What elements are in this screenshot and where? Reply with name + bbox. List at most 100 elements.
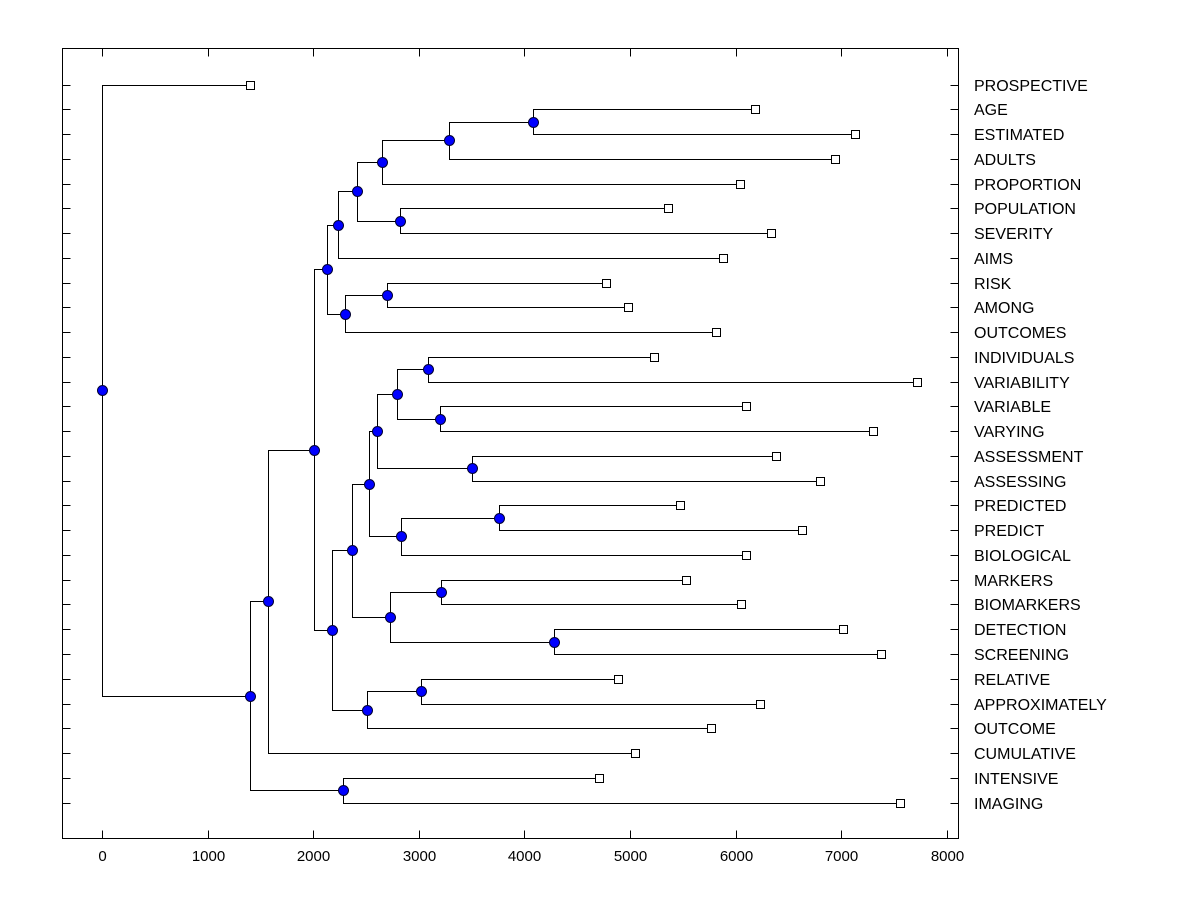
merge-node-n_outcomes: [340, 309, 351, 320]
branch-n_outcome: [367, 691, 711, 729]
branch-n_2415: [357, 162, 400, 222]
x-axis-tick-labels: 0 1000 2000 3000 4000 5000 6000 7000 8000: [98, 848, 964, 865]
leaf-marker-predicted: [676, 501, 685, 510]
leaf-label-outcomes: OUTCOMES: [974, 325, 1066, 342]
branch-n_risk_among: [387, 283, 628, 308]
leaf-label-prospective: PROSPECTIVE: [974, 78, 1088, 95]
merge-node-n_assess: [467, 463, 478, 474]
leaf-marker-intensive: [595, 774, 604, 783]
x-tick-label: 5000: [614, 848, 647, 865]
x-tick-label: 7000: [825, 848, 858, 865]
leaf-marker-predict: [798, 526, 807, 535]
merge-node-n_pop_sev: [395, 216, 406, 227]
merge-node-n_var_vary: [435, 414, 446, 425]
leaf-marker-imaging: [896, 799, 905, 808]
leaf-label-severity: SEVERITY: [974, 226, 1053, 243]
leaf-label-population: POPULATION: [974, 201, 1076, 218]
dendrogram-edges: [102, 85, 917, 804]
merge-node-n_adults: [444, 135, 455, 146]
merge-node-n_markers: [436, 587, 447, 598]
branch-n_pop_sev: [400, 208, 771, 234]
branch-n_detect: [554, 629, 881, 655]
branch-n_outcomes: [345, 295, 716, 333]
leaf-marker-varying: [869, 427, 878, 436]
leaf-label-proportion: PROPORTION: [974, 177, 1081, 194]
merge-node-n_2727: [385, 612, 396, 623]
branch-n_2794: [397, 369, 440, 420]
branch-n_predict: [499, 505, 802, 531]
leaf-label-relative: RELATIVE: [974, 672, 1050, 689]
merge-node-n_int_img: [338, 785, 349, 796]
leaf-labels: PROSPECTIVE AGE ESTIMATED ADULTS PROPORTION P…: [974, 78, 1107, 813]
branch-n_aims: [338, 191, 723, 259]
leaf-label-cumulative: CUMULATIVE: [974, 746, 1076, 763]
leaf-marker-proportion: [736, 180, 745, 189]
leaf-label-risk: RISK: [974, 276, 1012, 293]
branch-n_int_img: [343, 778, 900, 804]
merge-node-n_1402: [245, 691, 256, 702]
x-tick-label: 2000: [297, 848, 330, 865]
branch-n_bio: [401, 518, 746, 556]
leaf-label-assessment: ASSESSMENT: [974, 449, 1084, 466]
merge-node-n_rel_approx: [416, 686, 427, 697]
merge-node-n_age_est: [528, 117, 539, 128]
leaf-marker-prospective: [246, 81, 255, 90]
leaf-label-variable: VARIABLE: [974, 399, 1051, 416]
merge-node-root: [97, 385, 108, 396]
leaf-marker-age: [751, 105, 760, 114]
merge-node-n_2794: [392, 389, 403, 400]
branch-n_2367: [352, 484, 390, 618]
plot-frame: [62, 48, 959, 839]
leaf-marker-markers: [682, 576, 691, 585]
merge-node-n_2528: [364, 479, 375, 490]
merge-node-n_2130: [322, 264, 333, 275]
x-tick-label: 6000: [720, 848, 753, 865]
merge-node-n_detect: [549, 637, 560, 648]
merge-node-n_prop: [377, 157, 388, 168]
leaf-marker-approximately: [756, 700, 765, 709]
x-tick-label: 0: [98, 848, 106, 865]
merge-node-n_2367: [347, 545, 358, 556]
leaf-label-varying: VARYING: [974, 424, 1045, 441]
leaf-marker-relative: [614, 675, 623, 684]
leaf-marker-assessment: [772, 452, 781, 461]
leaf-label-detection: DETECTION: [974, 622, 1066, 639]
leaf-label-predict: PREDICT: [974, 523, 1044, 540]
merge-node-n_bio: [396, 531, 407, 542]
x-tick-label: 1000: [192, 848, 225, 865]
branch-n_rel_approx: [421, 679, 760, 705]
merge-node-n_2008: [309, 445, 320, 456]
leaf-label-individuals: INDIVIDUALS: [974, 350, 1074, 367]
branch-n_cumul: [268, 450, 635, 754]
merge-node-n_cumul: [263, 596, 274, 607]
x-tick-label: 4000: [508, 848, 541, 865]
leaf-label-age: AGE: [974, 102, 1008, 119]
merge-node-n_risk_among: [382, 290, 393, 301]
merge-node-n_2178: [327, 625, 338, 636]
branch-n_markers: [441, 580, 741, 605]
leaf-marker-severity: [767, 229, 776, 238]
merge-node-n_2604: [372, 426, 383, 437]
leaf-marker-biological: [742, 551, 751, 560]
leaf-label-among: AMONG: [974, 300, 1034, 317]
branch-n_var_vary: [440, 406, 873, 432]
branch-n_assess: [472, 456, 820, 482]
branch-n_adults: [449, 122, 835, 160]
leaf-marker-variable: [742, 402, 751, 411]
leaf-marker-estimated: [851, 130, 860, 139]
leaf-marker-outcome: [707, 724, 716, 733]
x-tick-label: 8000: [931, 848, 964, 865]
branch-n_ind_var: [428, 357, 917, 383]
merge-node-n_ind_var: [423, 364, 434, 375]
leaf-label-markers: MARKERS: [974, 573, 1053, 590]
node-markers: [97, 117, 560, 796]
leaf-label-assessing: ASSESSING: [974, 474, 1066, 491]
leaf-label-variability: VARIABILITY: [974, 375, 1070, 392]
leaf-marker-population: [664, 204, 673, 213]
x-tick-label: 3000: [403, 848, 436, 865]
branch-n_age_est: [533, 109, 855, 135]
merge-node-n_outcome: [362, 705, 373, 716]
leaf-marker-aims: [719, 254, 728, 263]
leaf-marker-adults: [831, 155, 840, 164]
